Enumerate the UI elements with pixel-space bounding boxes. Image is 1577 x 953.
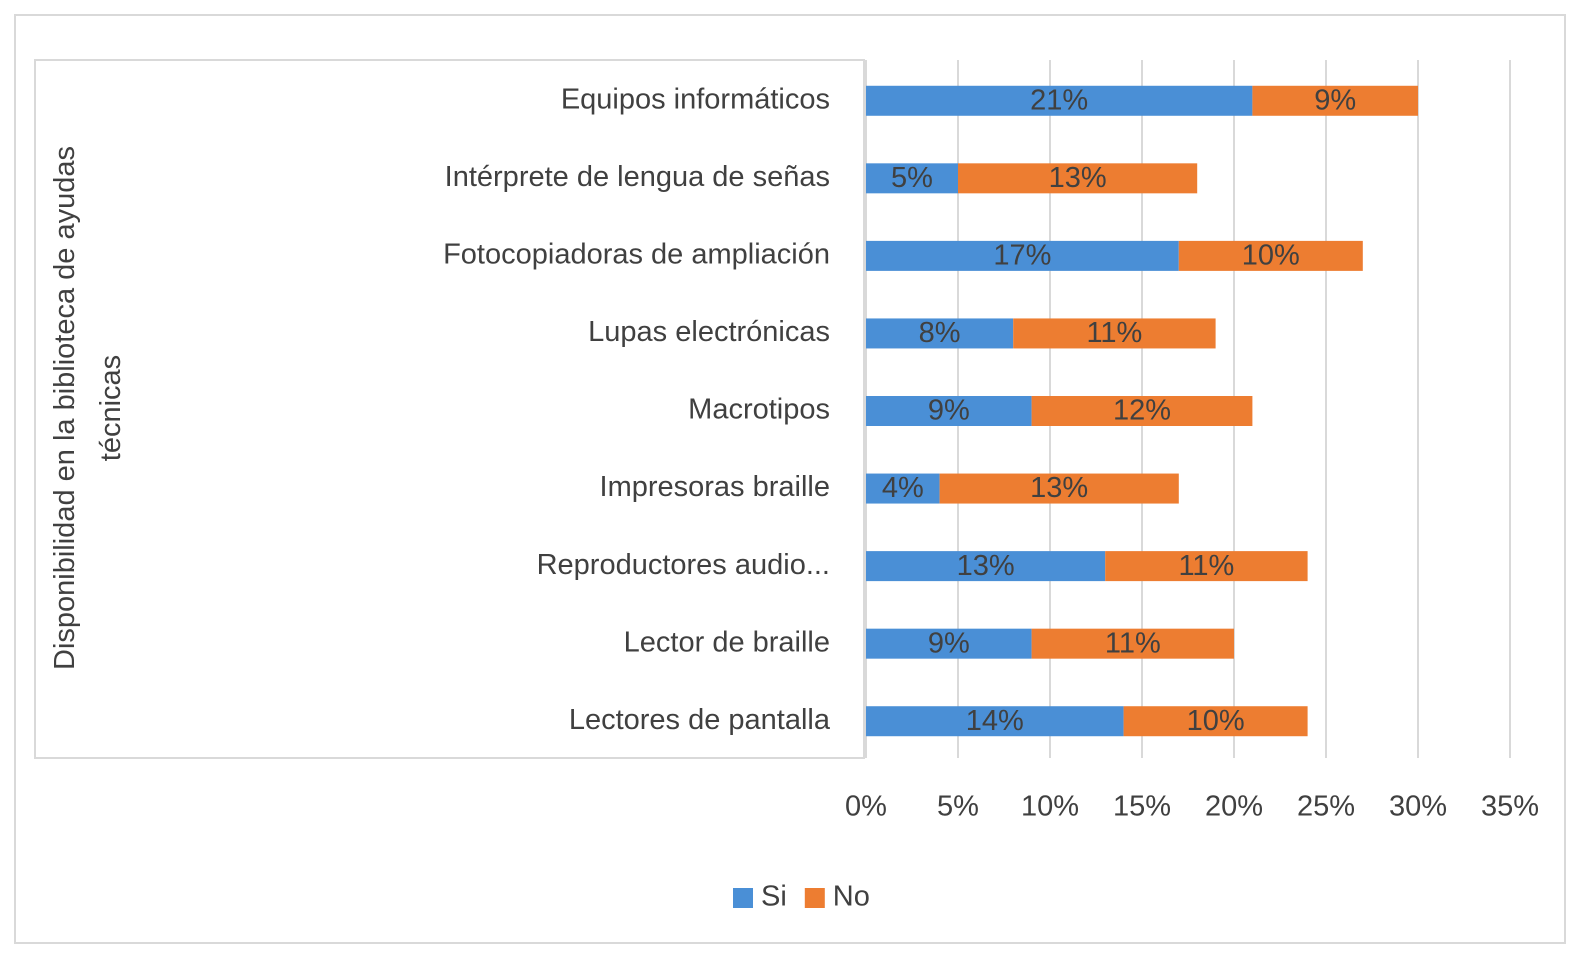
legend-label: No xyxy=(833,881,870,913)
value-label: 13% xyxy=(957,550,1015,582)
y-tick-label: Reproductores audio... xyxy=(537,549,830,581)
value-label: 13% xyxy=(1049,162,1107,194)
legend-swatch xyxy=(733,888,753,908)
bar xyxy=(1123,706,1308,737)
bar xyxy=(866,628,1032,659)
value-label: 5% xyxy=(891,162,933,194)
bar xyxy=(866,551,1106,582)
bar xyxy=(866,85,1253,116)
x-tick-label: 20% xyxy=(1205,791,1263,823)
bar xyxy=(1031,628,1234,659)
bar xyxy=(1031,396,1253,426)
value-label: 14% xyxy=(966,705,1024,737)
bar xyxy=(1252,85,1418,116)
bar xyxy=(866,163,958,194)
x-tick-label: 0% xyxy=(845,791,887,823)
category-box xyxy=(34,59,865,759)
value-label: 13% xyxy=(1030,472,1088,504)
x-tick-label: 25% xyxy=(1297,791,1355,823)
bar xyxy=(1178,240,1363,271)
bar xyxy=(958,163,1198,194)
value-label: 12% xyxy=(1113,395,1171,427)
bar xyxy=(866,240,1179,271)
x-tick-label: 10% xyxy=(1021,791,1079,823)
value-label: 17% xyxy=(993,240,1051,272)
legend-swatch xyxy=(804,888,825,908)
y-tick-label: Impresoras braille xyxy=(600,471,830,503)
bar xyxy=(1105,551,1308,582)
value-label: 9% xyxy=(928,627,970,659)
value-label: 11% xyxy=(1178,550,1234,582)
bar xyxy=(866,318,1014,349)
value-label: 4% xyxy=(882,472,924,504)
y-axis-title: Disponibilidad en la biblioteca de ayuda… xyxy=(49,146,127,670)
y-tick-label: Lector de braille xyxy=(624,626,830,658)
y-tick-label: Intérprete de lengua de señas xyxy=(445,161,830,193)
value-label: 11% xyxy=(1105,627,1161,659)
x-tick-label: 35% xyxy=(1481,791,1539,823)
bar xyxy=(866,473,940,504)
legend-label: Si xyxy=(761,881,787,913)
bar xyxy=(939,473,1179,504)
y-tick-label: Lectores de pantalla xyxy=(569,704,831,736)
bar xyxy=(866,706,1124,737)
x-tick-label: 5% xyxy=(937,791,979,823)
value-label: 10% xyxy=(1187,705,1245,737)
x-tick-label: 30% xyxy=(1389,791,1447,823)
value-label: 9% xyxy=(1314,84,1356,116)
value-label: 9% xyxy=(928,395,970,427)
value-label: 11% xyxy=(1086,317,1142,349)
y-tick-label: Fotocopiadoras de ampliación xyxy=(443,239,830,271)
value-label: 21% xyxy=(1030,84,1088,116)
y-tick-label: Lupas electrónicas xyxy=(588,316,830,348)
y-tick-label: Macrotipos xyxy=(688,394,830,426)
bar xyxy=(1013,318,1216,349)
value-label: 10% xyxy=(1242,240,1300,272)
y-tick-label: Equipos informáticos xyxy=(561,83,830,115)
x-tick-label: 15% xyxy=(1113,791,1171,823)
bar xyxy=(866,396,1032,426)
value-label: 8% xyxy=(919,317,961,349)
